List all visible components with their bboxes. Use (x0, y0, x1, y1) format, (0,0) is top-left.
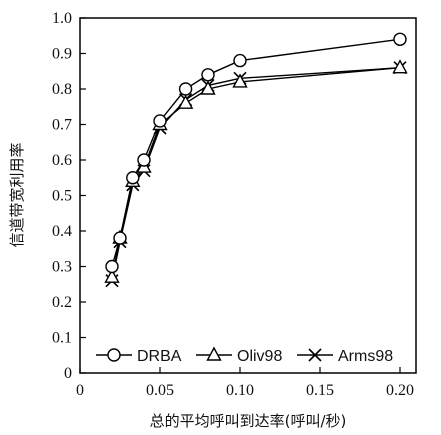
data-point-drba (178, 82, 193, 96)
legend-label-oliv98: Oliv98 (237, 348, 282, 365)
x-axis-title: 总的平均呼叫到达率(呼叫/秒) (150, 412, 347, 430)
x-tick-label: 0.10 (226, 382, 254, 399)
data-point-drba (153, 114, 167, 128)
y-tick-label: 0.2 (52, 294, 72, 311)
y-tick-label: 0.5 (52, 188, 72, 205)
legend-marker (206, 346, 222, 361)
data-point-oliv98 (104, 268, 120, 283)
data-point-drba (137, 153, 151, 167)
legend-marker (107, 348, 121, 362)
y-tick-label: 0.9 (52, 46, 72, 63)
legend-label-drba: DRBA (137, 348, 182, 365)
data-point-oliv98 (232, 73, 248, 88)
series-markers (104, 32, 408, 288)
data-point-drba (233, 53, 247, 68)
y-axis-title: 信道带宽利用率 (8, 142, 26, 247)
x-tick-label: 0 (76, 382, 84, 399)
legend: DRBA Oliv98 Arms98 (96, 346, 393, 365)
legend-marker (308, 348, 322, 362)
x-tick-label: 0.15 (306, 382, 334, 399)
x-tick-label: 0.05 (146, 382, 174, 399)
data-point-oliv98 (392, 59, 408, 74)
data-point-oliv98 (200, 80, 216, 95)
legend-label-arms98: Arms98 (338, 348, 393, 365)
data-point-oliv98 (177, 94, 194, 109)
y-tick-label: 1.0 (52, 10, 72, 27)
y-tick-label: 0.8 (52, 81, 72, 98)
y-tick-label: 0.1 (52, 330, 72, 347)
data-point-drba (126, 171, 140, 185)
series-lines (111, 38, 401, 281)
series-line-arms98 (111, 67, 401, 281)
x-tick-label: 0.20 (386, 382, 414, 399)
y-tick-label: 0.6 (52, 152, 72, 169)
data-point-drba (393, 32, 407, 46)
y-tick-label: 0.3 (52, 259, 72, 276)
data-point-drba (113, 231, 127, 245)
data-point-drba (201, 68, 215, 82)
axis-ticks: 0 0.1 0.2 0.3 0.4 0.5 0.6 0.7 0.8 0.9 1.0 0 0.05 0.10… (52, 10, 414, 399)
y-tick-label: 0.7 (52, 117, 72, 134)
data-point-drba (105, 259, 119, 274)
y-tick-label: 0 (64, 365, 72, 382)
series-line-drba (111, 38, 401, 267)
y-tick-label: 0.4 (52, 223, 72, 240)
series-line-oliv98 (111, 67, 401, 278)
